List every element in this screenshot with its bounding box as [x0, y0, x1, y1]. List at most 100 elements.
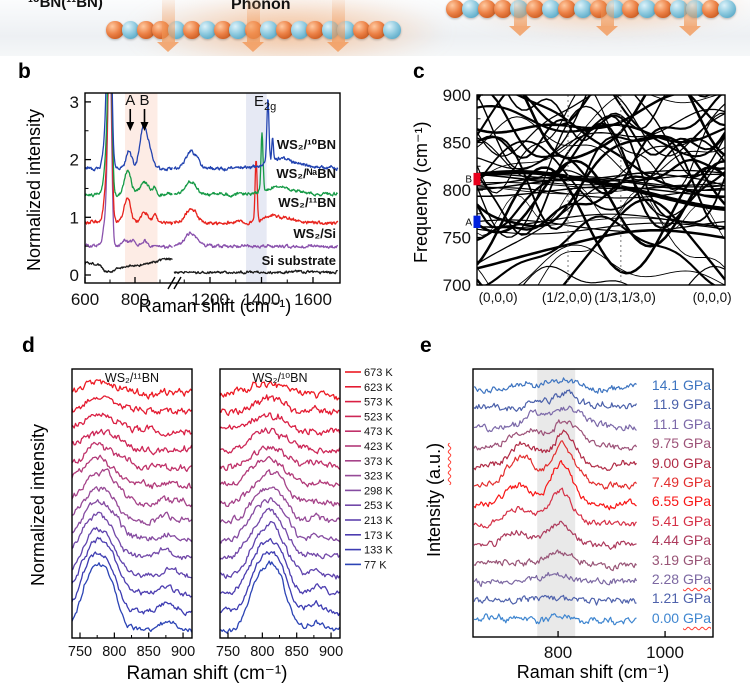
panel-b-xlabel: Raman shift (cm⁻¹): [138, 296, 292, 316]
pressure-label: 7.49 GPa: [651, 474, 711, 490]
panel-letter-d: d: [22, 334, 35, 357]
svg-text:800: 800: [102, 644, 126, 660]
svg-text:800: 800: [121, 290, 149, 309]
svg-text:850: 850: [285, 644, 309, 660]
phonon-arrow-icon: [678, 0, 701, 36]
svg-text:750: 750: [68, 644, 92, 660]
svg-text:A: A: [465, 217, 472, 228]
phonon-arrow-icon: [595, 0, 618, 36]
svg-text:850: 850: [443, 134, 471, 153]
spellcheck-underline: GPa: [682, 609, 711, 626]
svg-text:WS₂/ᴺᵃBN: WS₂/ᴺᵃBN: [276, 166, 336, 181]
svg-text:(0,0,0): (0,0,0): [693, 290, 732, 305]
nitrogen-atom: [229, 21, 247, 39]
boron-atom: [494, 0, 512, 18]
svg-text:423 K: 423 K: [364, 441, 393, 453]
pressure-label: 11.1 GPa: [652, 415, 711, 432]
nitrogen-atom: [542, 0, 560, 18]
svg-text:800: 800: [544, 643, 572, 662]
pressure-raman-chart-panel-e: 800 1000: [472, 368, 714, 662]
svg-text:900: 900: [171, 644, 195, 660]
panel-e-xlabel: Raman shift (cm⁻¹): [516, 662, 670, 682]
phonon-arrow-icon: [326, 0, 349, 52]
temperature-raman-chart-panel-d: 750 800 850 900 WS₂/¹¹BN 750 800 850 900 WS₂/¹⁰BN…: [68, 367, 394, 660]
svg-text:900: 900: [319, 644, 343, 660]
svg-text:133 K: 133 K: [364, 545, 393, 557]
svg-text:(0,0,0): (0,0,0): [479, 290, 518, 305]
nitrogen-atom: [291, 21, 309, 39]
svg-text:473 K: 473 K: [364, 426, 393, 438]
boron-atom: [352, 21, 371, 39]
pressure-label: 4.44 GPa: [651, 532, 711, 549]
svg-text:1000: 1000: [646, 643, 684, 662]
svg-text:77 K: 77 K: [364, 559, 387, 571]
svg-text:(1/2,0,0): (1/2,0,0): [542, 290, 592, 305]
nitrogen-atom: [574, 0, 592, 18]
panel-d-xlabel: Raman shift (cm⁻¹): [126, 663, 288, 684]
boron-atom: [702, 0, 720, 18]
svg-text:173 K: 173 K: [364, 530, 393, 542]
panel-letter-e: e: [420, 334, 432, 357]
substrate-label: ¹⁰BN(¹¹BN): [28, 0, 103, 11]
pressure-label: 2.28 GPa: [651, 571, 711, 587]
svg-text:A: A: [125, 92, 135, 109]
boron-atom: [275, 21, 294, 39]
pressure-label: 9.75 GPa: [651, 435, 711, 452]
boron-atom: [368, 21, 386, 39]
boron-atom: [526, 0, 544, 18]
nitrogen-atom: [462, 0, 480, 18]
svg-text:750: 750: [443, 229, 471, 248]
phonon-arrow-icon: [241, 0, 264, 52]
nitrogen-atom: [718, 0, 736, 18]
svg-text:1200: 1200: [191, 290, 229, 309]
boron-atom: [622, 0, 640, 18]
pressure-label: 6.55 GPa: [651, 493, 711, 510]
svg-text:523 K: 523 K: [364, 411, 393, 423]
pressure-label: 5.41 GPa: [651, 512, 711, 529]
pressure-label: 3.19 GPa: [651, 551, 711, 568]
pressure-label: 1.21 GPa: [651, 590, 711, 607]
boron-atom: [183, 21, 201, 39]
pressure-label: 11.9 GPa: [652, 396, 711, 413]
svg-text:800: 800: [443, 181, 471, 200]
pressure-label: 14.1 GPa: [651, 377, 711, 393]
svg-text:213 K: 213 K: [364, 515, 393, 527]
phonon-dispersion-chart-panel-c: 700 750 800 850 900 (0,0,0) (1/2,0,0) (1/3,1/3,…: [443, 86, 732, 305]
phonon-arrow-icon: [508, 0, 531, 36]
nitrogen-atom: [260, 21, 278, 39]
boron-atom: [446, 0, 464, 18]
panel-a-illustration: ¹⁰BN(¹¹BN) Phonon: [0, 0, 750, 56]
svg-text:750: 750: [216, 644, 240, 660]
svg-text:WS₂/¹⁰BN: WS₂/¹⁰BN: [253, 371, 308, 385]
svg-text:(1/3,1/3,0): (1/3,1/3,0): [594, 290, 656, 305]
svg-text:2: 2: [70, 151, 79, 170]
svg-text:WS₂/¹⁰BN: WS₂/¹⁰BN: [277, 137, 336, 152]
svg-text:623 K: 623 K: [364, 382, 393, 394]
svg-text:B: B: [465, 175, 472, 186]
svg-text:1: 1: [70, 208, 79, 227]
nitrogen-atom: [121, 21, 140, 39]
svg-text:673 K: 673 K: [364, 367, 393, 379]
svg-text:298 K: 298 K: [364, 485, 393, 497]
svg-text:323 K: 323 K: [364, 471, 393, 483]
svg-text:700: 700: [443, 276, 471, 295]
boron-atom: [654, 0, 672, 18]
panel-letter-b: b: [18, 60, 31, 83]
spellcheck-underline: GPa: [682, 571, 711, 587]
svg-text:850: 850: [137, 644, 161, 660]
boron-atom: [214, 21, 232, 39]
svg-text:900: 900: [443, 86, 471, 105]
boron-atom: [558, 0, 576, 18]
pressure-label: 0.00 GPa: [651, 609, 711, 626]
nitrogen-atom: [198, 21, 217, 39]
pressure-label: 9.00 GPa: [651, 454, 711, 471]
svg-text:Si substrate: Si substrate: [262, 253, 336, 268]
boron-atom: [106, 21, 124, 39]
svg-text:573 K: 573 K: [364, 397, 393, 409]
svg-text:WS₂/¹¹BN: WS₂/¹¹BN: [278, 195, 336, 210]
panel-letter-c: c: [413, 60, 425, 83]
svg-text:B: B: [139, 92, 149, 109]
boron-atom: [137, 21, 155, 39]
